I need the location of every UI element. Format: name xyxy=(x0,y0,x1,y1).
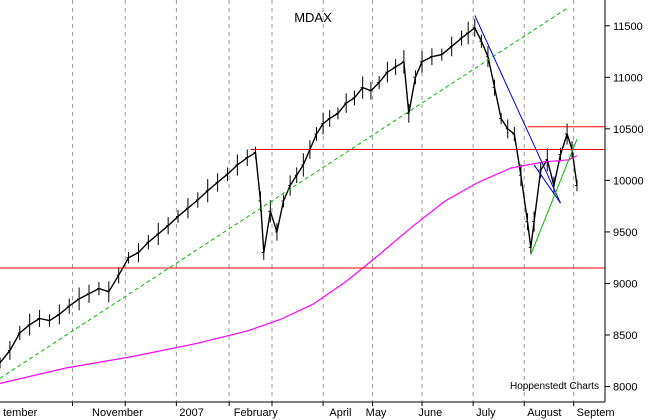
x-tick-label-7: July xyxy=(476,407,496,419)
y-tick-label-2: 9000 xyxy=(613,278,637,290)
x-tick-label-6: June xyxy=(418,407,442,419)
x-tick-label-1: November xyxy=(92,407,143,419)
x-axis: tember November 2007 February April May June Ju… xyxy=(3,402,615,419)
trend-line-5 xyxy=(533,164,561,204)
y-tick-label-1: 8500 xyxy=(613,330,637,342)
trend-line-4 xyxy=(474,15,561,204)
x-tick-label-0: tember xyxy=(3,407,38,419)
y-tick-label-6: 11000 xyxy=(613,72,643,84)
y-tick-label-0: 8000 xyxy=(613,382,637,394)
y-tick-label-4: 10000 xyxy=(613,175,644,187)
x-tick-label-9: Septem xyxy=(577,407,615,419)
x-tick-label-4: April xyxy=(329,407,351,419)
x-tick-label-5: May xyxy=(366,407,387,419)
x-tick-label-8: August xyxy=(527,407,561,419)
price-series-line xyxy=(0,27,578,364)
y-axis: 8000 8500 9000 9500 10000 10500 11000 11500 xyxy=(605,21,644,394)
trend-line-6 xyxy=(530,138,578,255)
y-tick-label-3: 9500 xyxy=(613,227,637,239)
x-tick-label-3: February xyxy=(234,407,279,419)
y-tick-label-7: 11500 xyxy=(613,21,643,33)
y-tick-label-5: 10500 xyxy=(613,124,644,136)
chart-credit: Hoppenstedt Charts xyxy=(510,381,599,392)
x-tick-label-2: 2007 xyxy=(179,407,203,419)
trend-line-3 xyxy=(0,6,570,379)
chart-title: MDAX xyxy=(294,10,332,25)
trend-lines xyxy=(0,6,605,379)
